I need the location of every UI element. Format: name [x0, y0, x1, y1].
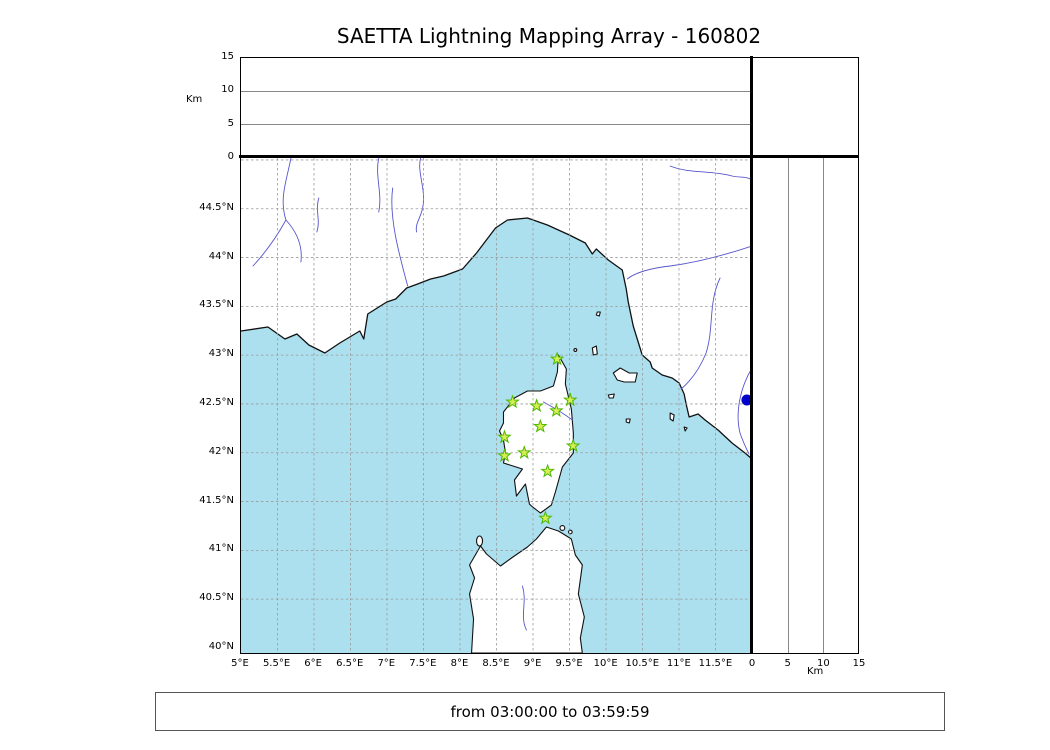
lat-tick-label: 40°N [208, 641, 234, 652]
altitude-gridline [241, 124, 752, 125]
river [680, 277, 721, 390]
lat-tick-label: 42°N [208, 446, 234, 457]
lon-tick-label: 9.5°E [555, 658, 583, 669]
lon-tick-label: 11°E [666, 658, 691, 669]
lat-tick-label: 42.5°N [199, 397, 234, 408]
figure-title: SAETTA Lightning Mapping Array - 160802 [336, 24, 762, 48]
station-markers [497, 351, 581, 525]
station-marker [562, 392, 578, 407]
maddalena-islet [559, 525, 566, 531]
montecristo-island [625, 418, 631, 424]
station-marker [516, 445, 532, 460]
station-marker [549, 403, 564, 418]
map-gridlines [241, 158, 752, 653]
river [316, 197, 320, 233]
lon-tick-label: 10°E [593, 658, 618, 669]
altitude-gridline [241, 91, 752, 92]
gorgona-island [595, 311, 601, 317]
station-marker [549, 351, 565, 366]
river [391, 187, 409, 287]
river [626, 245, 752, 280]
lon-tick-label: 8°E [450, 658, 469, 669]
rivers [252, 158, 752, 631]
giraglia-islet [573, 348, 578, 352]
lat-tick-label: 43°N [208, 348, 234, 359]
lat-tick-label: 41°N [208, 543, 234, 554]
lon-tick-label: 7°E [377, 658, 396, 669]
altitude-tick-label: 15 [221, 51, 234, 62]
lon-tick-label: 8.5°E [482, 658, 510, 669]
altitude-tick-label: 10 [816, 658, 830, 669]
corner-panel [752, 57, 859, 158]
river [669, 165, 752, 181]
asinara-island [475, 535, 484, 547]
time-range-text: from 03:00:00 to 03:59:59 [450, 702, 650, 721]
giglio-island [669, 412, 675, 422]
lat-tick-label: 40.5°N [199, 592, 234, 603]
station-marker [529, 398, 544, 413]
time-range-box: from 03:00:00 to 03:59:59 [155, 692, 945, 731]
river [737, 367, 752, 455]
altitude-tick-label: 5 [784, 658, 791, 669]
lat-tick-label: 44°N [208, 251, 234, 262]
altitude-tick-label: 5 [227, 118, 234, 129]
altitude-tick-label: 15 [852, 658, 866, 669]
lon-tick-label: 5.5°E [262, 658, 291, 669]
river [415, 158, 424, 233]
sardinia [469, 526, 585, 653]
station-marker [497, 447, 512, 462]
giannutri-island [683, 426, 688, 432]
pianosa-island [607, 393, 615, 399]
station-marker [540, 463, 555, 478]
lon-tick-label: 9°E [523, 658, 542, 669]
station-marker [505, 394, 520, 409]
altitude-latitude-panel [752, 157, 859, 654]
lat-tick-label: 41.5°N [199, 495, 234, 506]
lon-tick-label: 11.5°E [698, 658, 733, 669]
capraia-island [591, 345, 598, 356]
station-marker [538, 510, 553, 525]
map-panel [240, 157, 753, 654]
lat-tick-label: 44.5°N [199, 202, 234, 213]
river [285, 219, 302, 263]
lon-tick-label: 5°E [231, 658, 249, 669]
lon-tick-label: 6°E [304, 658, 322, 669]
altitude-longitude-panel [240, 57, 753, 158]
altitude-axis-label-top: Km [186, 94, 203, 105]
maddalena-islet2 [568, 529, 573, 535]
altitude-tick-label: 0 [227, 151, 234, 162]
station-marker [533, 418, 548, 433]
map-top-border [239, 155, 859, 158]
river [522, 585, 527, 631]
altitude-tick-label: 0 [748, 658, 756, 669]
lon-tick-label: 6.5°E [336, 658, 364, 669]
altitude-gridline [788, 158, 789, 653]
lightning-points [741, 394, 752, 406]
altitude-gridline [823, 158, 824, 653]
mainland-coastline [241, 217, 752, 460]
small-islands [475, 311, 688, 547]
altitude-tick-label: 10 [221, 84, 234, 95]
lat-tick-label: 43.5°N [199, 299, 234, 310]
map-right-border [750, 56, 753, 654]
station-marker [565, 438, 581, 453]
lon-tick-label: 10.5°E [625, 658, 660, 669]
lightning-source [741, 394, 752, 406]
altitude-axis-label-right: Km [807, 666, 824, 677]
lon-tick-label: 7.5°E [409, 658, 437, 669]
elba-island [612, 367, 638, 383]
station-marker [497, 429, 512, 444]
map [241, 158, 752, 653]
river [377, 158, 381, 213]
mainland-land [241, 158, 752, 459]
